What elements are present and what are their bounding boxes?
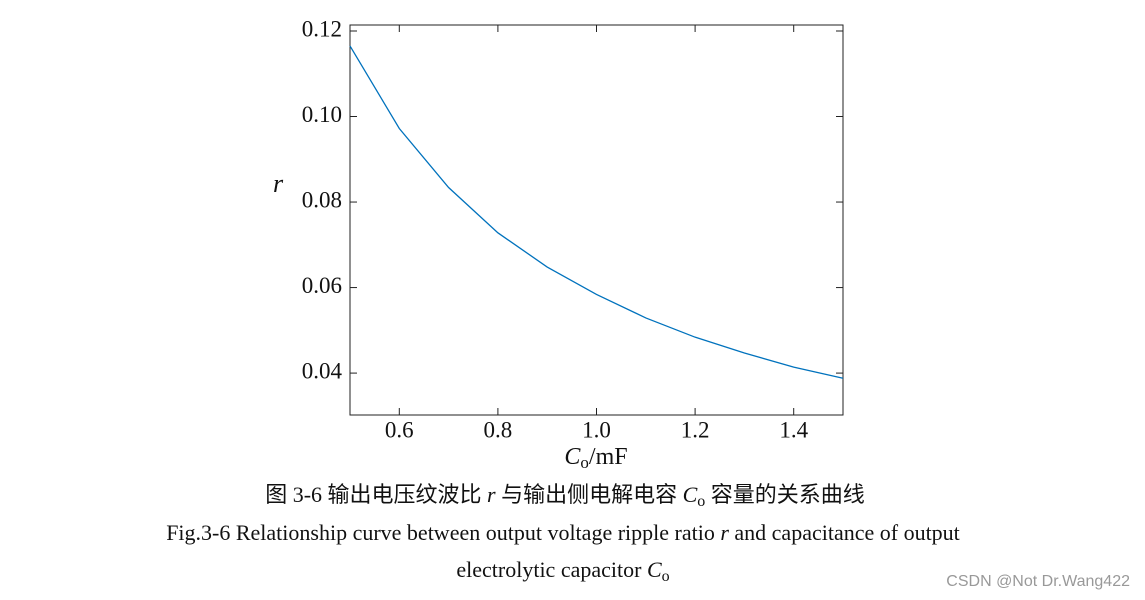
caption-part: electrolytic capacitor — [456, 557, 647, 582]
y-tick-label: 0.08 — [302, 187, 342, 212]
x-label-subscript: o — [580, 453, 589, 472]
y-tick-label: 0.04 — [302, 358, 343, 383]
x-tick-label: 1.0 — [582, 417, 611, 442]
caption-en: electrolytic capacitor Co — [456, 557, 669, 585]
x-label-symbol: C — [564, 444, 581, 470]
x-tick-label: 1.4 — [779, 417, 808, 442]
caption-part: 与输出侧电解电容 — [496, 482, 683, 507]
caption-cn: 图 3-6 输出电压纹波比 r 与输出侧电解电容 Co 容量的关系曲线 — [265, 482, 865, 510]
y-tick-label: 0.06 — [302, 273, 342, 298]
x-tick-label: 0.6 — [385, 417, 414, 442]
y-tick-label: 0.10 — [302, 102, 342, 127]
caption-part: 容量的关系曲线 — [705, 482, 865, 507]
caption-part: o — [697, 493, 705, 510]
plot-frame — [349, 24, 844, 416]
y-tick-label: 0.12 — [302, 16, 342, 41]
caption-part: C — [647, 557, 662, 582]
caption-part: r — [487, 482, 496, 507]
data-line — [349, 45, 844, 379]
x-tick-label: 1.2 — [681, 417, 710, 442]
y-axis-label: r — [273, 169, 284, 198]
caption-part: and capacitance of output — [729, 520, 960, 545]
caption-part: Fig.3-6 Relationship curve between outpu… — [166, 520, 720, 545]
x-tick-label: 0.8 — [484, 417, 513, 442]
x-label-unit: /mF — [589, 444, 628, 470]
caption-part: C — [683, 482, 698, 507]
watermark: CSDN @Not Dr.Wang422 — [946, 573, 1130, 590]
caption-part: r — [720, 520, 729, 545]
caption-en: Fig.3-6 Relationship curve between outpu… — [166, 520, 960, 545]
caption-part: 图 3-6 输出电压纹波比 — [265, 482, 487, 507]
x-axis-label: Co/mF — [564, 444, 627, 472]
caption-part: o — [662, 568, 670, 585]
